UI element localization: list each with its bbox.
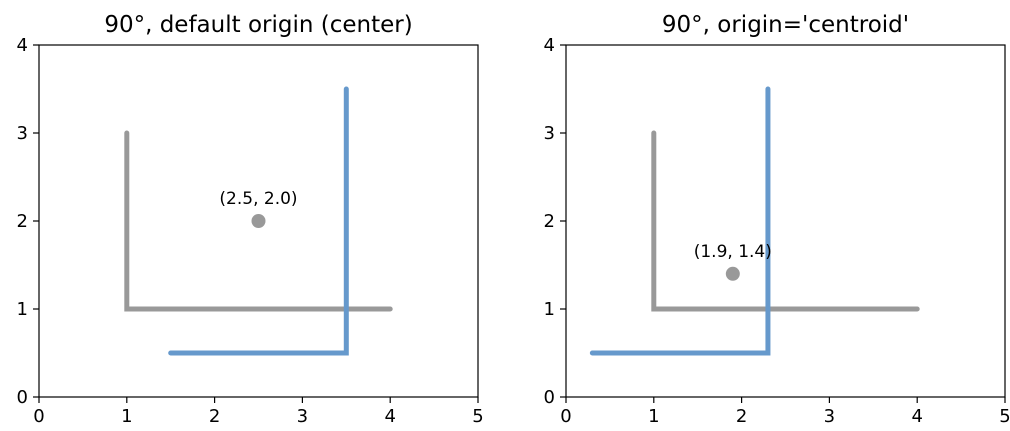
y-tick-label: 0	[17, 387, 28, 408]
chart-panel-2: 90°, origin='centroid' (1.9, 1.4) 0 1 2 3 4 5 0 1…	[544, 12, 1010, 427]
y-tick-label: 2	[544, 211, 555, 232]
y-tick-label: 2	[17, 211, 28, 232]
y-tick-label: 3	[544, 123, 555, 144]
x-tick-label: 0	[33, 406, 44, 427]
point-label: (2.5, 2.0)	[219, 189, 297, 209]
chart-title: 90°, origin='centroid'	[662, 12, 909, 38]
centroid-point	[252, 214, 266, 228]
y-tick-label: 0	[544, 387, 555, 408]
x-tick-label: 1	[648, 406, 659, 427]
x-tick-label: 3	[824, 406, 835, 427]
x-tick-label: 5	[999, 406, 1010, 427]
chart-panel-1: 90°, default origin (center) (2.5, 2.0) 0 1…	[17, 12, 484, 427]
axes-frame	[566, 45, 1005, 397]
x-tick-label: 0	[560, 406, 571, 427]
series-line-1	[654, 133, 917, 309]
x-tick-label: 5	[472, 406, 483, 427]
y-tick-label: 4	[544, 35, 555, 56]
series-line-2	[592, 89, 768, 353]
x-tick-label: 4	[911, 406, 922, 427]
point-label: (1.9, 1.4)	[694, 242, 772, 262]
y-tick-label: 3	[17, 123, 28, 144]
y-tick-label: 1	[17, 299, 28, 320]
y-tick-label: 1	[544, 299, 555, 320]
y-tick-label: 4	[17, 35, 28, 56]
chart-title: 90°, default origin (center)	[104, 12, 412, 38]
x-tick-label: 2	[736, 406, 747, 427]
x-tick-label: 2	[209, 406, 220, 427]
x-tick-label: 1	[121, 406, 132, 427]
x-tick-label: 3	[297, 406, 308, 427]
x-tick-label: 4	[384, 406, 395, 427]
centroid-point	[726, 267, 740, 281]
